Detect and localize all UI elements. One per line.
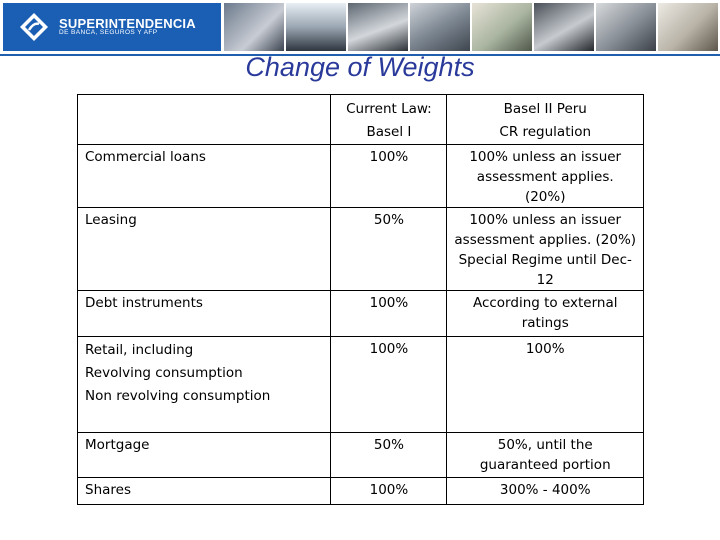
row-item: Shares: [85, 482, 131, 498]
row-current: 100%: [369, 149, 409, 165]
photo-meeting-image: [596, 3, 656, 51]
row-item: Commercial loans: [85, 149, 206, 165]
header-cell-current-law: Current Law: Basel I: [330, 94, 448, 145]
diamond-logo-icon: [19, 12, 49, 42]
row-item: Leasing: [85, 212, 137, 228]
header-banner: SUPERINTENDENCIA DE BANCA, SEGUROS Y AFP: [0, 0, 720, 56]
photo-people-image: [410, 3, 470, 51]
table-row: Commercial loans 100% 100% unless an iss…: [76, 144, 644, 208]
photo-atm-image: [348, 3, 408, 51]
table-row: Leasing 50% 100% unless an issuer assess…: [76, 207, 644, 291]
photo-building-image: [286, 3, 346, 51]
row-item: Debt instruments: [85, 295, 203, 311]
table-row: Mortgage 50% 50%, until the guaranteed p…: [76, 432, 644, 478]
photo-writing-image: [658, 3, 718, 51]
photo-terminal-image: [534, 3, 594, 51]
row-current: 50%: [373, 437, 404, 453]
logo-line2: DE BANCA, SEGUROS Y AFP: [59, 29, 158, 37]
table-header-row: Current Law: Basel I Basel II Peru CR re…: [76, 94, 644, 145]
photo-money-image: [472, 3, 532, 51]
slide-title: Change of Weights: [245, 52, 475, 82]
row-item: Mortgage: [85, 437, 150, 453]
logo-line1: SUPERINTENDENCIA: [59, 15, 196, 31]
weights-table: Current Law: Basel I Basel II Peru CR re…: [76, 94, 644, 505]
header-cell-basel2: Basel II Peru CR regulation: [446, 94, 644, 145]
table-row: Shares 100% 300% - 400%: [76, 477, 644, 505]
header-cell-item: [76, 94, 332, 145]
row-basel2: 50%, until the guaranteed portion: [479, 437, 611, 473]
table-row: Retail, including Revolving consumption …: [76, 336, 644, 433]
row-current: 100%: [369, 482, 409, 498]
row-current: 100%: [369, 295, 409, 311]
row-basel2: 100%: [525, 341, 565, 357]
row-basel2: 300% - 400%: [499, 482, 591, 498]
row-basel2: 100% unless an issuer assessment applies…: [469, 149, 622, 205]
row-current: 100%: [369, 341, 409, 357]
row-basel2: 100% unless an issuer assessment applies…: [454, 212, 637, 288]
row-basel2: According to external ratings: [472, 295, 618, 331]
row-current: 50%: [373, 212, 404, 228]
logo: SUPERINTENDENCIA DE BANCA, SEGUROS Y AFP: [3, 3, 221, 51]
row-item: Retail, including Revolving consumption …: [85, 342, 271, 404]
photo-cards-image: [224, 3, 284, 51]
header-photo-strip: [224, 3, 718, 51]
table-row: Debt instruments 100% According to exter…: [76, 290, 644, 337]
